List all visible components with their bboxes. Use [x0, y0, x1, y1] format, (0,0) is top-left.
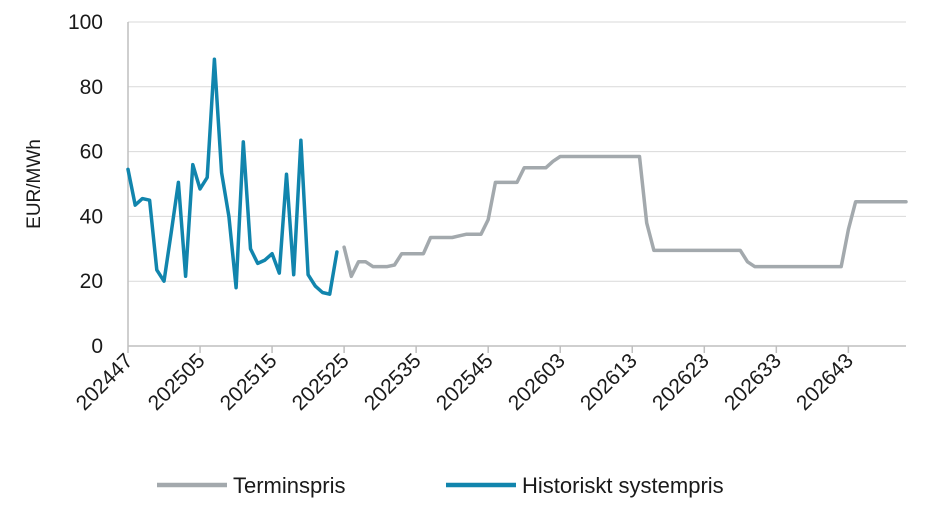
- x-tick-label: 202525: [288, 349, 354, 415]
- x-tick-label: 202633: [720, 349, 786, 415]
- series-line-historiskt-systempris: [126, 57, 339, 296]
- series-lines: [126, 57, 908, 296]
- y-axis-title: EUR/MWh: [24, 139, 45, 229]
- x-tick-label: 202613: [576, 349, 642, 415]
- x-tick-label: 202603: [504, 349, 570, 415]
- legend-label: Historiskt systempris: [522, 473, 724, 498]
- x-tick-label: 202447: [72, 349, 138, 415]
- x-tick-label: 202515: [216, 349, 282, 415]
- x-tick-label: 202505: [144, 349, 210, 415]
- grid-lines: [128, 21, 906, 282]
- x-tick-label: 202623: [648, 349, 714, 415]
- y-tick-label: 80: [80, 76, 103, 99]
- series-line-terminspris: [342, 154, 908, 279]
- legend: Terminspris Historiskt systempris: [157, 473, 724, 498]
- x-axis: 202447 202505 202515 202525 202535 202545 2026…: [72, 345, 906, 415]
- y-tick-label: 20: [80, 270, 103, 293]
- y-axis: 0 20 40 60 80 100: [68, 11, 129, 358]
- y-tick-label: 0: [91, 335, 103, 358]
- legend-label: Terminspris: [233, 473, 345, 498]
- y-tick-label: 40: [80, 205, 103, 228]
- x-tick-label: 202643: [792, 349, 858, 415]
- y-tick-label: 100: [68, 11, 103, 34]
- x-tick-label: 202535: [360, 349, 426, 415]
- x-tick-label: 202545: [432, 349, 498, 415]
- y-tick-label: 60: [80, 141, 103, 164]
